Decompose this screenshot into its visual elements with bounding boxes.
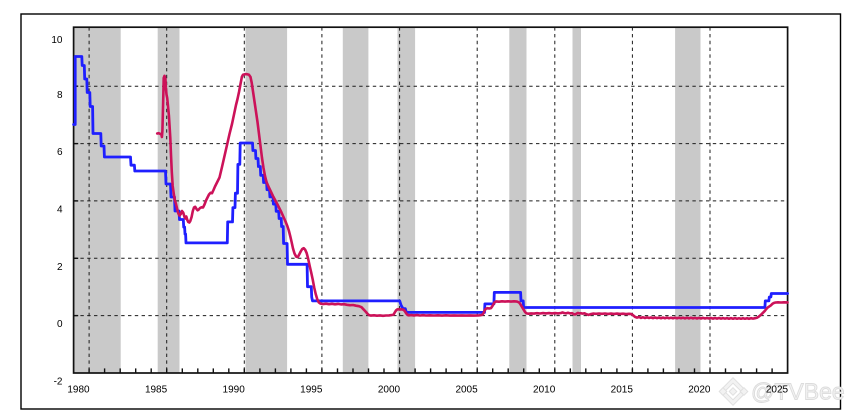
svg-text:2020: 2020 — [688, 385, 711, 396]
svg-text:2010: 2010 — [533, 385, 556, 396]
svg-text:10: 10 — [51, 35, 63, 46]
svg-text:2015: 2015 — [611, 385, 634, 396]
svg-text:2005: 2005 — [455, 385, 478, 396]
svg-text:6: 6 — [57, 147, 63, 158]
svg-text:2: 2 — [57, 262, 63, 273]
svg-text:@TVBee: @TVBee — [751, 379, 845, 405]
svg-text:-2: -2 — [54, 377, 63, 388]
svg-text:4: 4 — [57, 205, 63, 216]
svg-text:1985: 1985 — [145, 385, 168, 396]
svg-text:1980: 1980 — [67, 385, 90, 396]
svg-text:1990: 1990 — [223, 385, 246, 396]
svg-text:1995: 1995 — [300, 385, 323, 396]
svg-text:2000: 2000 — [378, 385, 401, 396]
svg-text:8: 8 — [57, 90, 63, 101]
svg-text:2025: 2025 — [766, 385, 789, 396]
svg-text:0: 0 — [57, 319, 63, 330]
